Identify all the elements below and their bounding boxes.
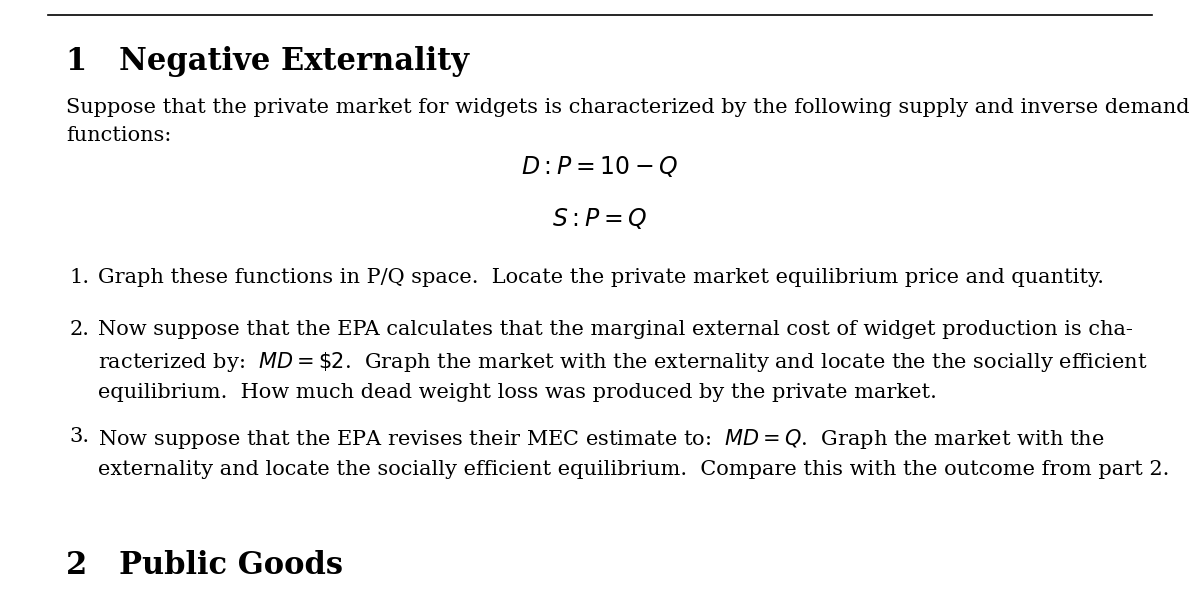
Text: 1.: 1. bbox=[70, 268, 90, 287]
Text: 2   Public Goods: 2 Public Goods bbox=[66, 550, 343, 581]
Text: Suppose that the private market for widgets is characterized by the following su: Suppose that the private market for widg… bbox=[66, 98, 1189, 145]
Text: $D : P = 10 - Q$: $D : P = 10 - Q$ bbox=[521, 154, 679, 178]
Text: Graph these functions in P/Q space.  Locate the private market equilibrium price: Graph these functions in P/Q space. Loca… bbox=[98, 268, 1104, 287]
Text: Now suppose that the EPA calculates that the marginal external cost of widget pr: Now suppose that the EPA calculates that… bbox=[98, 320, 1148, 402]
Text: $S : P = Q$: $S : P = Q$ bbox=[552, 206, 648, 231]
Text: Now suppose that the EPA revises their MEC estimate to:  $MD = Q$.  Graph the ma: Now suppose that the EPA revises their M… bbox=[98, 427, 1170, 480]
Text: 3.: 3. bbox=[70, 427, 90, 446]
Text: 2.: 2. bbox=[70, 320, 90, 339]
Text: 1   Negative Externality: 1 Negative Externality bbox=[66, 46, 469, 77]
